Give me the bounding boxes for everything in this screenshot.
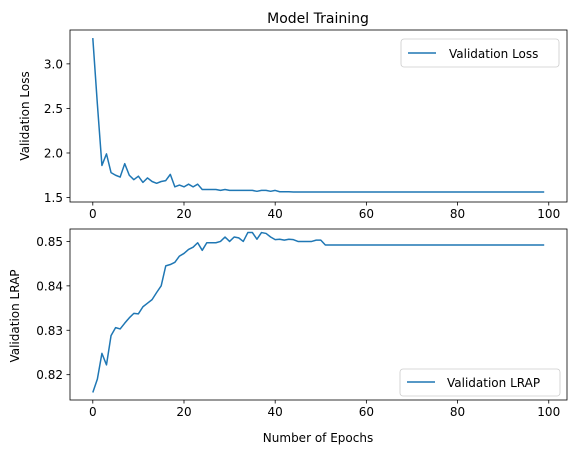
x-tick-label-lrap: 80 [450, 405, 465, 419]
lrap-legend-box [399, 368, 561, 397]
loss-axes-frame [69, 29, 568, 203]
x-tick-label-lrap: 0 [89, 405, 97, 419]
x-axis-label-lrap: Number of Epochs [263, 431, 373, 445]
lrap-axes-frame [69, 228, 568, 401]
x-tick-label-lrap: 20 [176, 405, 191, 419]
loss-series-line [92, 37, 545, 193]
y-axis-label-loss: Validation Loss [18, 71, 32, 160]
lrap-series-line [92, 231, 545, 393]
y-tick-label-lrap: 0.84 [36, 279, 63, 293]
x-tick-label-lrap: 40 [268, 405, 283, 419]
y-tick-label-loss: 2.5 [44, 102, 63, 116]
figure-title: Model Training [267, 11, 369, 27]
validation-lrap-panel: Validation LRAP Number of Epochs 0 20 40 60… [8, 228, 568, 445]
x-tick-label-loss: 40 [268, 207, 283, 221]
y-axis-label-lrap: Validation LRAP [8, 269, 22, 362]
y-tick-label-lrap: 0.83 [36, 324, 63, 338]
loss-legend-box [400, 38, 560, 68]
y-tick-label-loss: 1.5 [44, 191, 63, 205]
lrap-legend-label: Validation LRAP [447, 376, 540, 390]
loss-legend-label: Validation Loss [449, 47, 538, 61]
x-tick-label-loss: 20 [176, 207, 191, 221]
y-tick-label-loss: 2.0 [44, 146, 63, 160]
x-tick-label-loss: 100 [537, 207, 560, 221]
loss-ticks: 0 20 40 60 80 100 1.5 2.0 2.5 3.0 [44, 57, 560, 221]
y-tick-label-loss: 3.0 [44, 57, 63, 71]
x-tick-label-loss: 0 [89, 207, 97, 221]
lrap-series [92, 231, 545, 393]
y-tick-label-lrap: 0.85 [36, 235, 63, 249]
x-tick-label-loss: 80 [450, 207, 465, 221]
loss-series [92, 37, 545, 193]
y-tick-label-lrap: 0.82 [36, 368, 63, 382]
validation-loss-panel: Model Training Validation Loss 0 20 40 60 80… [18, 11, 568, 221]
x-tick-label-lrap: 100 [537, 405, 560, 419]
lrap-legend: Validation LRAP [399, 368, 561, 397]
x-tick-label-lrap: 60 [359, 405, 374, 419]
x-tick-label-loss: 60 [359, 207, 374, 221]
loss-legend: Validation Loss [400, 38, 560, 68]
lrap-ticks: 0 20 40 60 80 100 0.82 0.83 0.84 0.85 [36, 235, 560, 419]
